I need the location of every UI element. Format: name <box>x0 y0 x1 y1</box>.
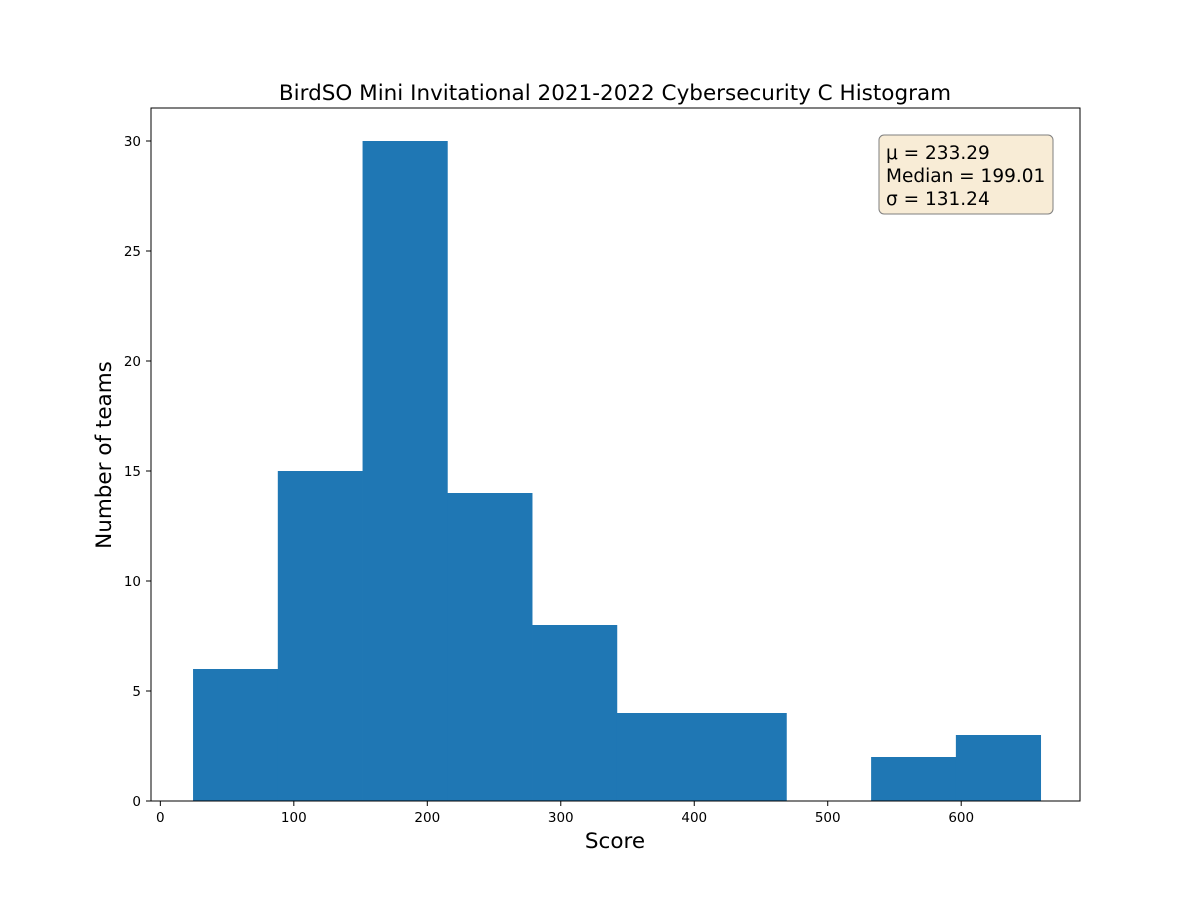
y-tick-label: 25 <box>124 244 141 260</box>
x-tick-label: 500 <box>815 810 841 826</box>
x-tick-label: 300 <box>548 810 574 826</box>
chart-title: BirdSO Mini Invitational 2021-2022 Cyber… <box>279 81 951 106</box>
y-tick-label: 5 <box>132 684 141 700</box>
plot-frame <box>150 107 1081 802</box>
histogram-bar <box>955 735 1042 801</box>
x-axis-label: Score <box>585 829 645 854</box>
histogram-bar <box>616 713 702 801</box>
stats-std-dev: σ = 131.24 <box>886 189 990 210</box>
stats-box: μ = 233.29 Median = 199.01 σ = 131.24 <box>878 134 1054 215</box>
y-tick-label: 10 <box>124 574 141 590</box>
y-axis-ticks: 0 5 10 15 20 25 30 <box>124 134 151 810</box>
stats-median: Median = 199.01 <box>886 166 1045 187</box>
x-tick-label: 0 <box>156 810 165 826</box>
histogram-bar <box>701 713 787 801</box>
stats-box-background <box>878 134 1054 215</box>
y-axis-label: Number of teams <box>92 361 117 549</box>
x-tick-label: 200 <box>414 810 440 826</box>
histogram-bar <box>277 471 363 801</box>
histogram-bar <box>193 669 279 801</box>
x-axis-ticks: 0 100 200 300 400 500 600 <box>156 801 974 826</box>
x-tick-label: 600 <box>948 810 974 826</box>
histogram-bar <box>871 757 957 801</box>
x-tick-label: 400 <box>681 810 707 826</box>
y-tick-label: 30 <box>124 134 141 150</box>
stats-mean: μ = 233.29 <box>886 143 990 164</box>
histogram-bar <box>362 141 448 801</box>
y-tick-label: 0 <box>132 794 141 810</box>
y-tick-label: 15 <box>124 464 141 480</box>
x-tick-label: 100 <box>281 810 307 826</box>
y-tick-label: 20 <box>124 354 141 370</box>
histogram-bar <box>532 625 618 801</box>
histogram-bar <box>447 493 533 801</box>
bars-layer <box>193 141 1042 801</box>
